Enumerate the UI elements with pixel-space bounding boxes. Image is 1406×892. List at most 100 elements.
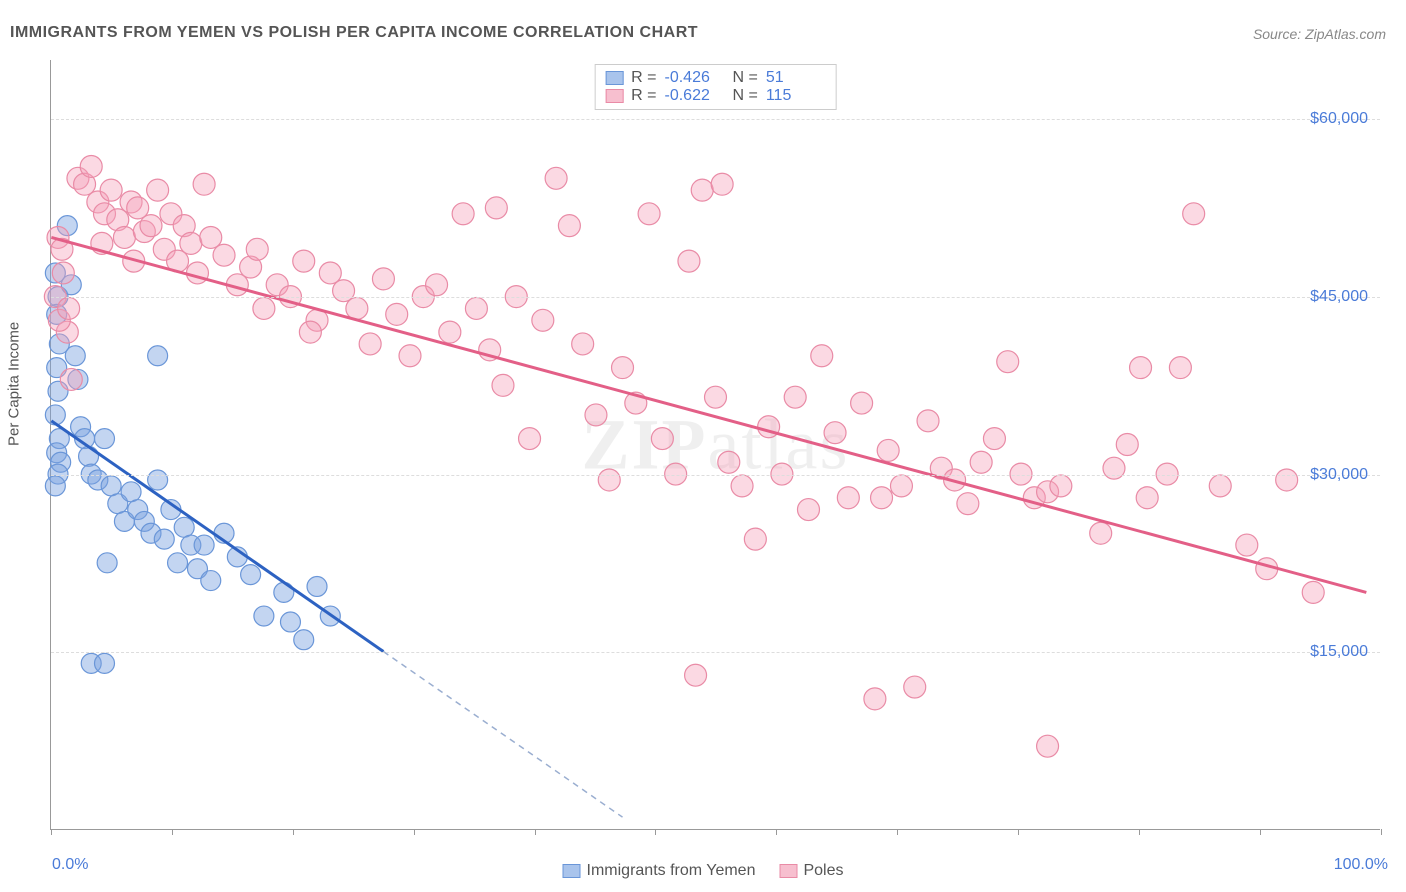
data-point-yemen bbox=[148, 470, 168, 490]
data-point-poles bbox=[558, 215, 580, 237]
data-point-poles bbox=[691, 179, 713, 201]
x-tick bbox=[1018, 829, 1019, 835]
data-point-poles bbox=[638, 203, 660, 225]
data-point-poles bbox=[811, 345, 833, 367]
data-point-poles bbox=[465, 297, 487, 319]
data-point-yemen bbox=[294, 630, 314, 650]
data-point-poles bbox=[399, 345, 421, 367]
data-point-poles bbox=[1037, 735, 1059, 757]
legend-swatch bbox=[779, 864, 797, 878]
gridline bbox=[51, 475, 1380, 476]
legend-row: R =-0.426N =51 bbox=[605, 69, 826, 87]
n-label: N = bbox=[733, 87, 758, 105]
r-value: -0.622 bbox=[665, 87, 725, 105]
data-point-poles bbox=[678, 250, 700, 272]
x-tick bbox=[1260, 829, 1261, 835]
data-point-poles bbox=[140, 215, 162, 237]
data-point-poles bbox=[372, 268, 394, 290]
data-point-yemen bbox=[95, 653, 115, 673]
data-point-poles bbox=[1183, 203, 1205, 225]
data-point-poles bbox=[1276, 469, 1298, 491]
data-point-poles bbox=[837, 487, 859, 509]
source-attribution: Source: ZipAtlas.com bbox=[1253, 26, 1386, 42]
r-label: R = bbox=[631, 69, 656, 87]
data-point-poles bbox=[864, 688, 886, 710]
x-tick bbox=[51, 829, 52, 835]
data-point-poles bbox=[426, 274, 448, 296]
data-point-poles bbox=[213, 244, 235, 266]
data-point-poles bbox=[532, 309, 554, 331]
plot-area: ZIPatlas R =-0.426N =51R =-0.622N =115 $… bbox=[50, 60, 1380, 830]
data-point-poles bbox=[824, 422, 846, 444]
x-tick bbox=[535, 829, 536, 835]
data-point-poles bbox=[997, 351, 1019, 373]
data-point-yemen bbox=[280, 612, 300, 632]
data-point-poles bbox=[545, 167, 567, 189]
data-point-poles bbox=[299, 321, 321, 343]
data-point-poles bbox=[904, 676, 926, 698]
data-point-poles bbox=[1103, 457, 1125, 479]
data-point-poles bbox=[346, 297, 368, 319]
data-point-poles bbox=[1236, 534, 1258, 556]
data-point-poles bbox=[983, 428, 1005, 450]
data-point-poles bbox=[705, 386, 727, 408]
gridline bbox=[51, 652, 1380, 653]
data-point-yemen bbox=[95, 429, 115, 449]
data-point-poles bbox=[711, 173, 733, 195]
data-point-poles bbox=[80, 155, 102, 177]
data-point-poles bbox=[1169, 357, 1191, 379]
data-point-poles bbox=[452, 203, 474, 225]
series-legend: Immigrants from Yemen Poles bbox=[563, 862, 844, 880]
data-point-poles bbox=[52, 262, 74, 284]
x-tick bbox=[1381, 829, 1382, 835]
correlation-chart: IMMIGRANTS FROM YEMEN VS POLISH PER CAPI… bbox=[0, 0, 1406, 892]
data-point-poles bbox=[186, 262, 208, 284]
data-point-poles bbox=[1130, 357, 1152, 379]
r-value: -0.426 bbox=[665, 69, 725, 87]
data-point-poles bbox=[970, 451, 992, 473]
data-point-poles bbox=[585, 404, 607, 426]
data-point-poles bbox=[485, 197, 507, 219]
source-value: ZipAtlas.com bbox=[1305, 26, 1386, 42]
data-point-poles bbox=[147, 179, 169, 201]
legend-swatch bbox=[563, 864, 581, 878]
data-point-poles bbox=[113, 226, 135, 248]
data-point-poles bbox=[58, 297, 80, 319]
data-point-poles bbox=[744, 528, 766, 550]
data-point-poles bbox=[1136, 487, 1158, 509]
data-point-poles bbox=[253, 297, 275, 319]
data-point-poles bbox=[519, 428, 541, 450]
data-point-poles bbox=[100, 179, 122, 201]
scatter-svg bbox=[51, 60, 1380, 829]
data-point-poles bbox=[957, 493, 979, 515]
trend-line-poles bbox=[51, 237, 1366, 592]
data-point-poles bbox=[492, 374, 514, 396]
x-tick bbox=[655, 829, 656, 835]
x-tick bbox=[1139, 829, 1140, 835]
data-point-yemen bbox=[168, 553, 188, 573]
data-point-poles bbox=[1116, 434, 1138, 456]
data-point-poles bbox=[851, 392, 873, 414]
legend-row: R =-0.622N =115 bbox=[605, 87, 826, 105]
data-point-poles bbox=[871, 487, 893, 509]
data-point-poles bbox=[1209, 475, 1231, 497]
legend-label: Poles bbox=[803, 862, 843, 879]
x-min-label: 0.0% bbox=[52, 856, 88, 874]
legend-swatch bbox=[605, 71, 623, 85]
y-tick-label: $15,000 bbox=[1310, 643, 1368, 661]
data-point-yemen bbox=[121, 482, 141, 502]
source-label: Source: bbox=[1253, 26, 1305, 42]
data-point-poles bbox=[293, 250, 315, 272]
data-point-poles bbox=[572, 333, 594, 355]
data-point-yemen bbox=[241, 565, 261, 585]
data-point-yemen bbox=[194, 535, 214, 555]
data-point-poles bbox=[651, 428, 673, 450]
data-point-yemen bbox=[45, 476, 65, 496]
trend-line-yemen bbox=[51, 421, 383, 652]
legend-label: Immigrants from Yemen bbox=[587, 862, 756, 879]
y-tick-label: $30,000 bbox=[1310, 466, 1368, 484]
gridline bbox=[51, 297, 1380, 298]
legend-item: Poles bbox=[779, 862, 843, 880]
x-tick bbox=[414, 829, 415, 835]
data-point-poles bbox=[877, 439, 899, 461]
